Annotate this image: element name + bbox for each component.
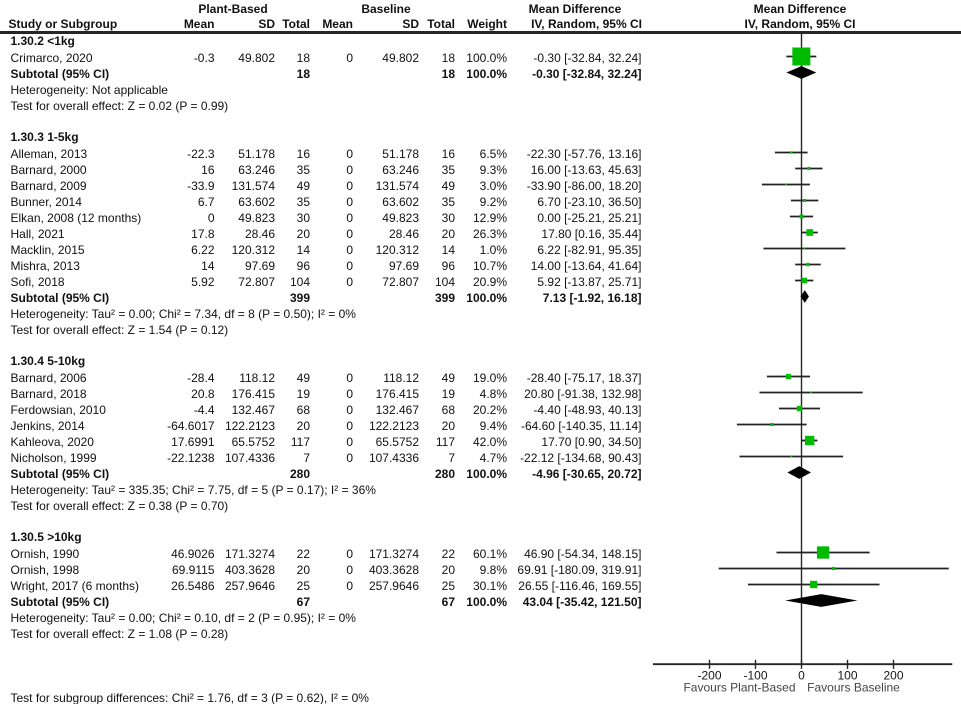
svg-text:-100: -100: [743, 669, 767, 683]
svg-text:100: 100: [837, 669, 857, 683]
svg-text:200: 200: [883, 669, 903, 683]
svg-text:-200: -200: [697, 669, 721, 683]
svg-text:0: 0: [798, 669, 805, 683]
svg-text:Favours Plant-Based: Favours Plant-Based: [683, 681, 795, 695]
svg-text:Favours Baseline: Favours Baseline: [807, 681, 900, 695]
